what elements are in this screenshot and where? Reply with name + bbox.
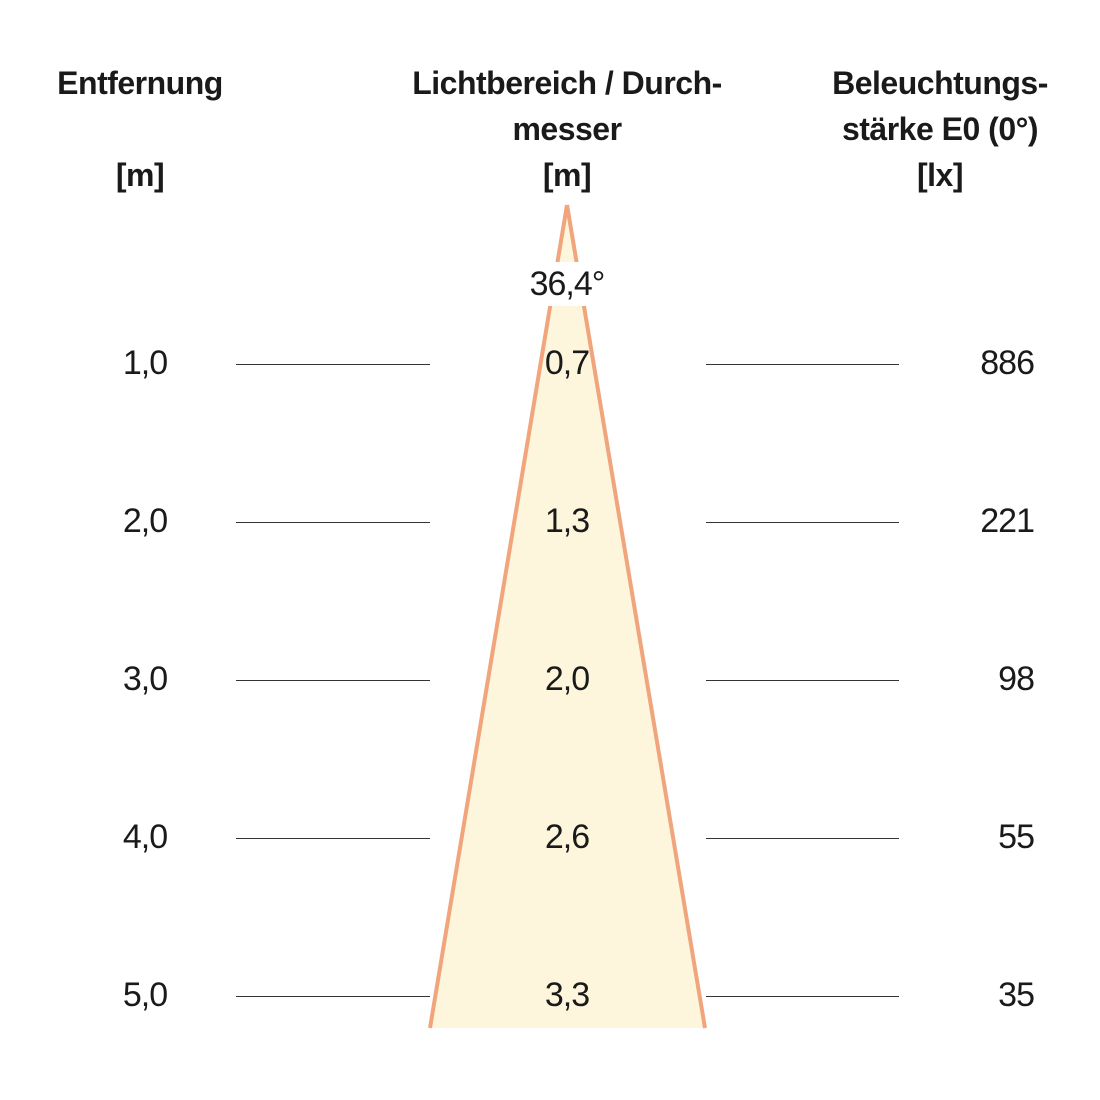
header-diameter: Lichtbereich / Durch- messer [m] xyxy=(397,60,737,198)
header-illuminance-title-line2: stärke E0 (0°) xyxy=(841,111,1039,147)
illuminance-guide-line xyxy=(706,838,899,839)
distance-guide-line xyxy=(236,838,430,839)
illuminance-guide-line xyxy=(706,364,899,365)
illuminance-value: 55 xyxy=(998,818,1035,856)
cone-edge-left xyxy=(428,204,569,1029)
header-diameter-unit: [m] xyxy=(542,157,592,193)
diameter-value: 2,6 xyxy=(544,818,590,856)
cone-edge-right xyxy=(565,204,707,1029)
header-illuminance: Beleuchtungs- stärke E0 (0°) [lx] xyxy=(820,60,1060,198)
diameter-value: 2,0 xyxy=(544,660,590,698)
illuminance-guide-line xyxy=(706,680,899,681)
illuminance-value: 886 xyxy=(980,344,1035,382)
beam-angle-label: 36,4° xyxy=(505,262,629,306)
illuminance-value: 221 xyxy=(980,502,1035,540)
distance-value: 4,0 xyxy=(122,818,168,856)
light-cone xyxy=(430,205,705,1028)
distance-value: 1,0 xyxy=(122,344,168,382)
illuminance-guide-line xyxy=(706,522,899,523)
distance-guide-line xyxy=(236,680,430,681)
header-illuminance-title-line1: Beleuchtungs- xyxy=(832,65,1048,101)
diameter-value: 3,3 xyxy=(544,976,590,1014)
distance-guide-line xyxy=(236,996,430,997)
header-illuminance-unit: [lx] xyxy=(917,157,964,193)
distance-guide-line xyxy=(236,364,430,365)
illuminance-value: 98 xyxy=(998,660,1035,698)
distance-guide-line xyxy=(236,522,430,523)
header-distance-title: Entfernung xyxy=(57,65,223,101)
header-diameter-title-line1: Lichtbereich / Durch- xyxy=(412,65,722,101)
diameter-value: 0,7 xyxy=(544,344,590,382)
header-distance-unit: [m] xyxy=(115,157,165,193)
distance-value: 5,0 xyxy=(122,976,168,1014)
illuminance-guide-line xyxy=(706,996,899,997)
illuminance-value: 35 xyxy=(998,976,1035,1014)
distance-value: 2,0 xyxy=(122,502,168,540)
header-distance: Entfernung [m] xyxy=(40,60,240,198)
distance-value: 3,0 xyxy=(122,660,168,698)
diameter-value: 1,3 xyxy=(544,502,590,540)
header-diameter-title-line2: messer xyxy=(512,111,622,147)
